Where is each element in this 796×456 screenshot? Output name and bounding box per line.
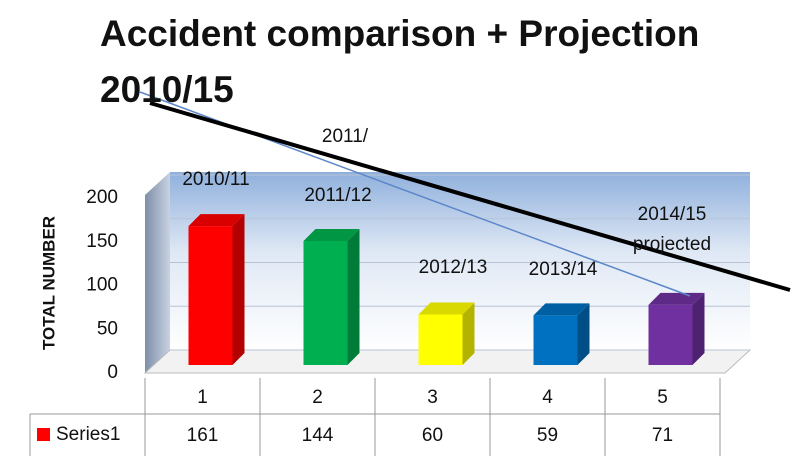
x-tick-label: 5 (657, 387, 668, 408)
bar-side (232, 214, 245, 365)
x-tick-label: 4 (542, 387, 553, 408)
bar (303, 241, 348, 365)
annotation: 2011/12 (304, 185, 371, 206)
bar-top (303, 229, 360, 241)
annotation: 2013/14 (529, 259, 598, 280)
table-value: 161 (187, 425, 219, 446)
legend-marker (37, 428, 50, 441)
y-tick-label: 50 (97, 318, 118, 339)
y-tick-label: 0 (107, 362, 118, 383)
y-tick-label: 200 (86, 187, 118, 208)
side-wall (145, 172, 170, 373)
annotation: 2011/ (322, 126, 369, 147)
y-tick-label: 100 (86, 275, 118, 296)
y-axis-label: TOTAL NUMBER (39, 216, 58, 350)
bar-top (418, 302, 475, 315)
bar-side (462, 302, 475, 365)
bar-top (188, 214, 245, 227)
bar (648, 304, 693, 365)
projection-line (149, 101, 791, 292)
x-tick-label: 2 (312, 387, 323, 408)
bar-side (692, 292, 705, 365)
table-value: 144 (302, 425, 334, 446)
table-value: 71 (652, 425, 673, 446)
table-value: 59 (537, 425, 558, 446)
bar-side (577, 303, 590, 365)
x-tick-label: 3 (427, 387, 438, 408)
annotation: 2014/15 (638, 204, 707, 225)
annotation: 2012/13 (419, 257, 488, 278)
bar (418, 314, 463, 365)
bar-top (648, 292, 705, 305)
bar-side (347, 229, 360, 365)
annotation: 2010/11 (182, 169, 249, 190)
legend-label: Series1 (56, 424, 120, 445)
y-tick-label: 150 (86, 231, 118, 252)
bar-top (533, 303, 590, 316)
table-value: 60 (422, 425, 443, 446)
bar (188, 226, 233, 365)
bar (533, 315, 578, 365)
chart-title: Accident comparison + Projection 2010/15 (100, 13, 700, 110)
annotation: projected (633, 234, 711, 255)
x-tick-label: 1 (197, 387, 208, 408)
